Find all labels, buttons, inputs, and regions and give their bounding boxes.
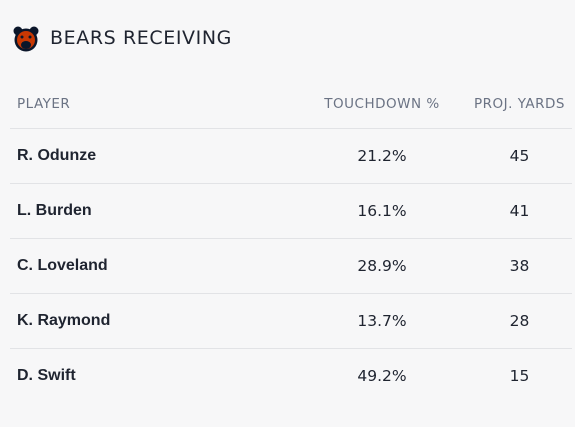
table-row: L. Burden 16.1% 41: [10, 183, 572, 239]
table-cell: 13.7%: [297, 293, 467, 349]
table-cell: 28: [467, 293, 572, 349]
table-row: C. Loveland 28.9% 38: [10, 238, 572, 294]
column-header: PLAYER: [10, 80, 297, 129]
title: BEARS RECEIVING: [50, 27, 232, 49]
table-cell: 49.2%: [357, 367, 407, 385]
table-row: R. Odunze 21.2% 45: [10, 128, 572, 184]
column-header: PROJ. YARDS: [467, 80, 572, 129]
table-cell: D. Swift: [17, 367, 76, 384]
table-row: D. Swift 49.2% 15: [10, 349, 572, 404]
table-cell: L. Burden: [10, 183, 297, 239]
table-cell: 15: [509, 367, 530, 385]
table-cell: 45: [467, 128, 572, 184]
table-cell: 21.2%: [297, 128, 467, 184]
table-body: R. Odunze 21.2% 45 L. Burden 16.1% 41 C. Lovel…: [10, 128, 572, 404]
table-cell: R. Odunze: [10, 128, 297, 184]
table-cell: 41: [467, 183, 572, 239]
header-row: PLAYER TOUCHDOWN % PROJ. YARDS: [10, 80, 572, 129]
table-row: K. Raymond 13.7% 28: [10, 293, 572, 349]
team-logo: [13, 26, 39, 52]
table-cell: K. Raymond: [10, 293, 297, 349]
stats-table: PLAYER TOUCHDOWN % PROJ. YARDS R. Odunze…: [10, 80, 572, 403]
column-header: TOUCHDOWN %: [297, 80, 467, 129]
table-cell: 38: [467, 238, 572, 294]
table-cell: 28.9%: [297, 238, 467, 294]
table-cell: 16.1%: [297, 183, 467, 239]
table-cell: C. Loveland: [10, 238, 297, 294]
